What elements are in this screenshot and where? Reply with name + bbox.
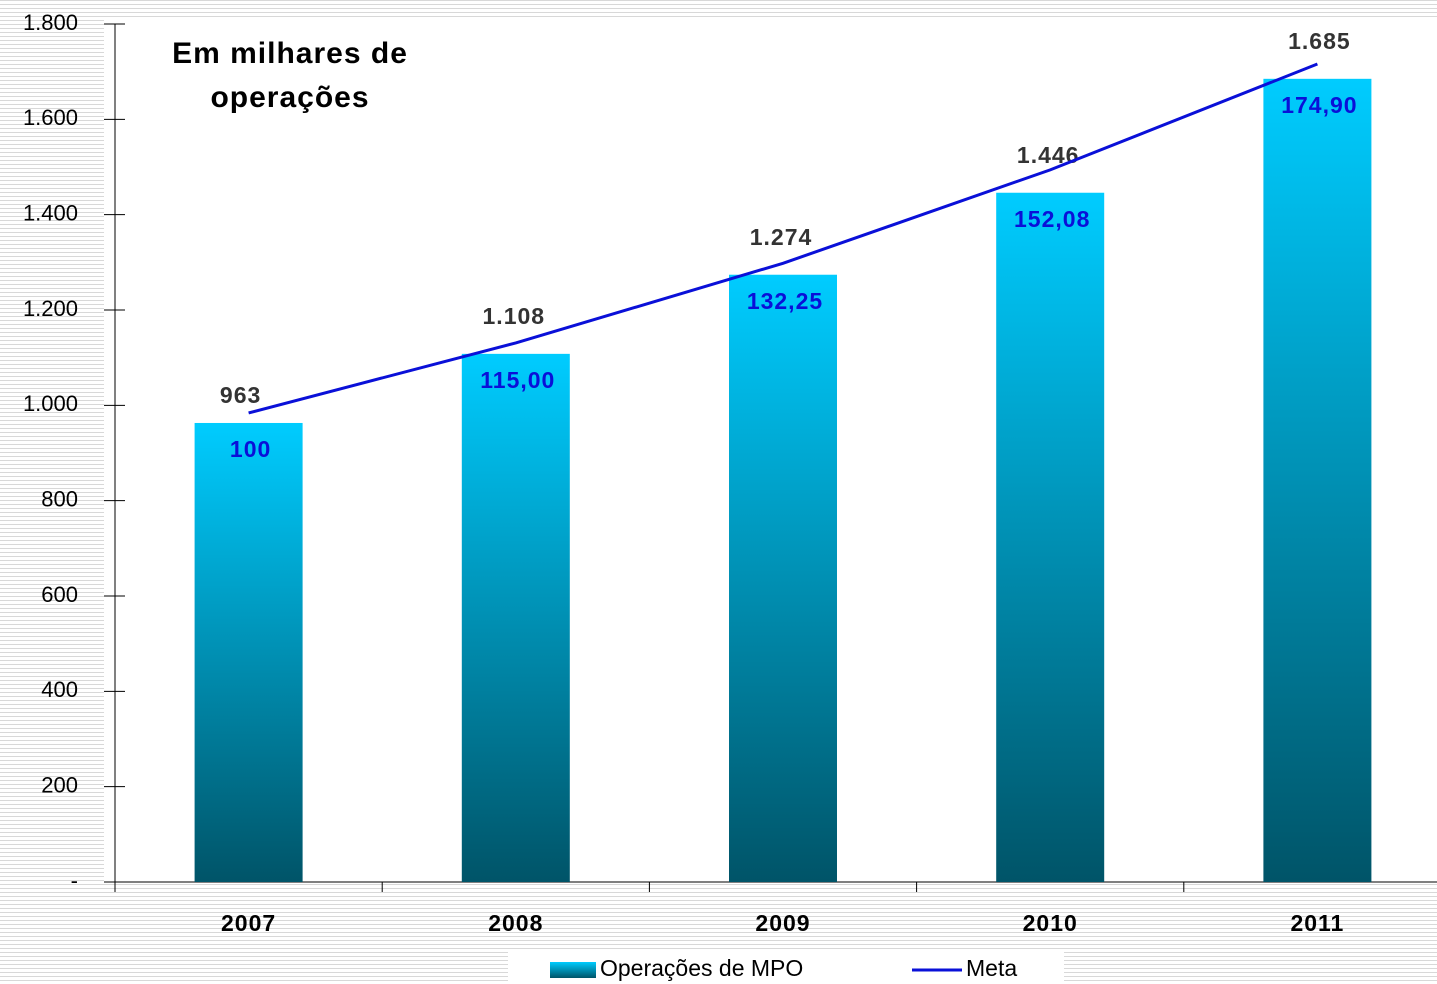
y-tick-label: 1.400 (23, 200, 78, 225)
bar-value-label: 1.108 (483, 303, 546, 329)
y-tick-label: 1.600 (23, 105, 78, 130)
y-tick-label: 1.800 (23, 10, 78, 35)
x-tick-label: 2007 (221, 910, 276, 936)
bar-value-label: 1.685 (1288, 28, 1351, 54)
y-tick-label: 1.000 (23, 391, 78, 416)
bar (1263, 78, 1372, 883)
bar (729, 274, 837, 882)
legend-label: Meta (966, 955, 1017, 981)
y-tick-label: 200 (41, 772, 78, 797)
y-tick-label: 400 (41, 677, 78, 702)
index-label: 174,90 (1281, 92, 1357, 118)
bar (996, 192, 1105, 883)
y-tick-label: 1.200 (23, 296, 78, 321)
chart-title: Em milhares de operações (172, 37, 408, 114)
legend-swatch (550, 962, 596, 978)
meta-line (248, 62, 1318, 415)
index-label: 152,08 (1014, 206, 1090, 232)
index-label: 100 (230, 436, 271, 462)
x-tick-label: 2011 (1290, 910, 1344, 936)
y-tick-label: 600 (41, 582, 78, 607)
legend-label: Operações de MPO (600, 955, 803, 981)
bar (194, 422, 303, 882)
bar-value-label: 963 (220, 382, 261, 408)
index-label: 115,00 (480, 367, 555, 393)
y-tick-label: 800 (41, 486, 78, 511)
x-tick-label: 2008 (488, 910, 543, 936)
index-label: 132,25 (747, 288, 823, 314)
y-tick-label: - (71, 868, 78, 893)
x-tick-label: 2010 (1023, 910, 1078, 936)
bar (461, 353, 570, 882)
bar-value-label: 1.274 (750, 224, 813, 250)
legend-box (508, 952, 1064, 984)
bar-value-label: 1.446 (1017, 142, 1080, 168)
x-tick-label: 2009 (755, 910, 810, 936)
